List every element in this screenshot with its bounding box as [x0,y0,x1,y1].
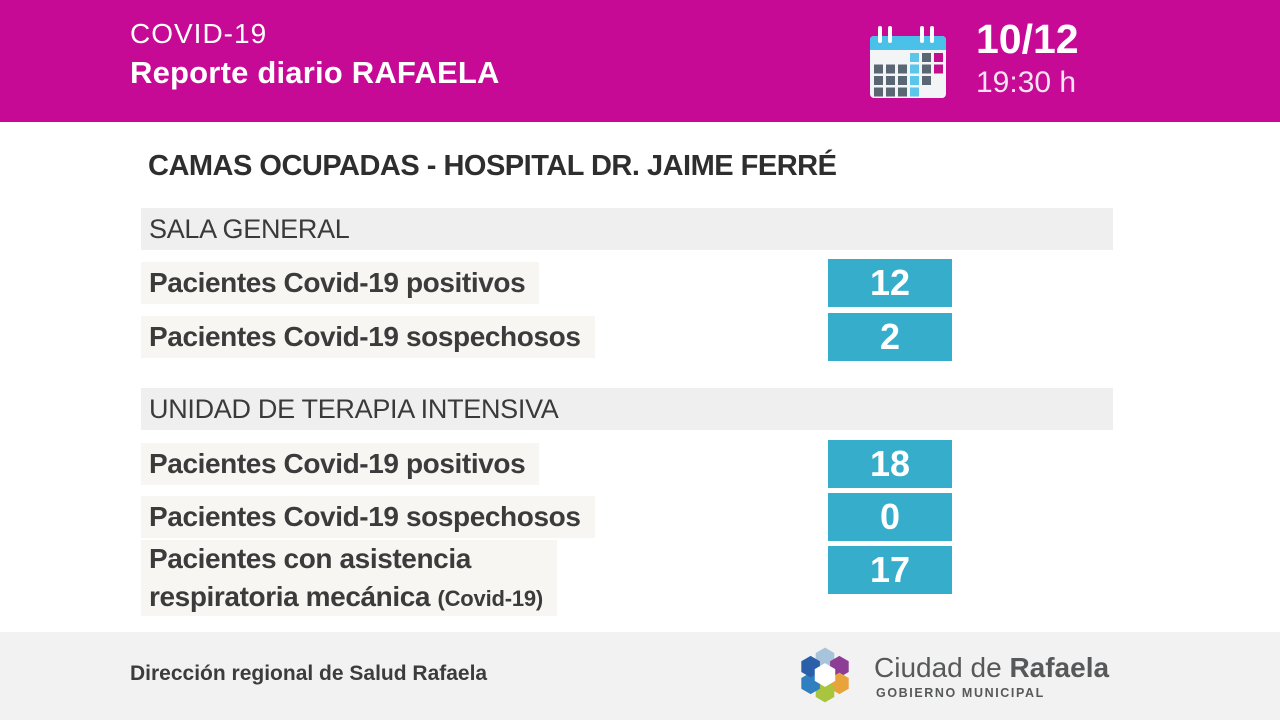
section-header-terapia-intensiva: UNIDAD DE TERAPIA INTENSIVA [141,388,1113,430]
row-label: Pacientes Covid-19 sospechosos [141,496,595,538]
row-label-line1: Pacientes con asistencia [141,540,558,578]
value-badge: 17 [828,546,952,594]
table-row: Pacientes Covid-19 positivos [141,440,540,488]
row-label-line2-main: respiratoria mecánica [149,581,431,612]
footer: Dirección regional de Salud Rafaela Ciud… [0,632,1280,720]
section-header-sala-general: SALA GENERAL [141,208,1113,250]
logo-subtitle: GOBIERNO MUNICIPAL [876,686,1045,700]
row-label: Pacientes Covid-19 positivos [141,443,540,485]
calendar-icon [870,26,946,98]
value-badge: 0 [828,493,952,541]
footer-department-label: Dirección regional de Salud Rafaela [130,662,488,685]
logo-title-bold: Rafaela [1009,652,1110,683]
report-title: CAMAS OCUPADAS - HOSPITAL DR. JAIME FERR… [148,150,837,182]
value-badge: 12 [828,259,952,307]
header-banner: COVID-19 Reporte diario RAFAELA [0,0,1280,122]
report-date: 10/12 [976,16,1079,62]
header-title: Reporte diario RAFAELA [130,55,500,90]
logo-title-regular: Ciudad de [874,652,1010,683]
table-row: Pacientes con asistencia respiratoria me… [141,540,558,620]
row-label: Pacientes Covid-19 positivos [141,262,540,304]
rafaela-logo-icon [801,647,849,703]
value-badge: 18 [828,440,952,488]
table-row: Pacientes Covid-19 sospechosos [141,493,595,541]
row-label: Pacientes con asistencia respiratoria me… [141,540,558,616]
row-label-line2: respiratoria mecánica (Covid-19) [141,578,558,616]
row-label: Pacientes Covid-19 sospechosos [141,316,595,358]
logo-title: Ciudad de Rafaela [874,652,1109,684]
row-label-suffix: (Covid-19) [437,586,544,611]
table-row: Pacientes Covid-19 sospechosos [141,313,595,361]
header-supertitle: COVID-19 [130,18,268,49]
report-time: 19:30 h [976,66,1077,99]
table-row: Pacientes Covid-19 positivos [141,259,540,307]
value-badge: 2 [828,313,952,361]
